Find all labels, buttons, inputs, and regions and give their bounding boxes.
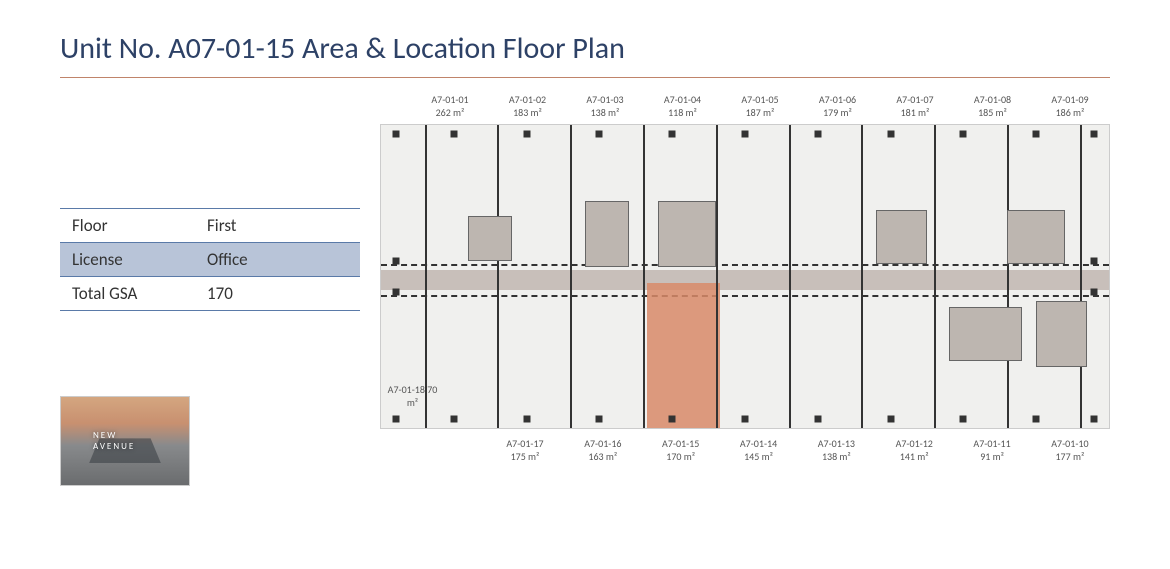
- unit-label: A7-01-03138 m²: [570, 93, 640, 119]
- column-mark: [1033, 131, 1040, 138]
- unit-label: A7-01-05187 m²: [725, 93, 795, 119]
- room-block: [658, 201, 716, 268]
- wall-divider: [497, 125, 499, 428]
- wall-divider: [861, 125, 863, 428]
- page-title: Unit No. A07-01-15 Area & Location Floor…: [60, 30, 1110, 67]
- room-block: [1036, 301, 1087, 368]
- wall-divider: [643, 125, 645, 428]
- column-mark: [596, 415, 603, 422]
- room-block: [468, 216, 512, 261]
- column-mark: [742, 131, 749, 138]
- info-label: License: [60, 243, 195, 277]
- building-thumbnail: NEW AVENUE: [60, 396, 190, 486]
- unit-label: A7-01-16163 m²: [568, 437, 638, 463]
- highlighted-unit: [647, 283, 720, 428]
- column-mark: [669, 131, 676, 138]
- column-mark: [814, 415, 821, 422]
- wall-divider: [789, 125, 791, 428]
- unit-label: A7-01-10177 m²: [1035, 437, 1105, 463]
- column-mark: [960, 415, 967, 422]
- column-mark: [669, 415, 676, 422]
- unit-label: A7-01-17175 m²: [490, 437, 560, 463]
- column-mark: [392, 131, 399, 138]
- title-divider: [60, 77, 1110, 78]
- unit-labels-top: A7-01-01262 m² A7-01-02183 m² A7-01-03138 …: [380, 93, 1110, 124]
- wall-divider: [570, 125, 572, 428]
- column-mark: [1091, 288, 1098, 295]
- unit-label: A7-01-07181 m²: [880, 93, 950, 119]
- column-mark: [1091, 415, 1098, 422]
- room-block: [876, 210, 927, 265]
- info-label: Floor: [60, 209, 195, 243]
- unit-label-side: A7-01-18 70 m²: [385, 383, 440, 409]
- info-value: 170: [195, 277, 360, 311]
- info-row: LicenseOffice: [60, 243, 360, 277]
- column-mark: [1091, 258, 1098, 265]
- info-label: Total GSA: [60, 277, 195, 311]
- column-mark: [523, 415, 530, 422]
- wall-divider: [934, 125, 936, 428]
- corridor: [381, 270, 1109, 290]
- wall-divider: [1007, 125, 1009, 428]
- column-mark: [392, 415, 399, 422]
- column-mark: [523, 131, 530, 138]
- column-mark: [814, 131, 821, 138]
- unit-label: A7-01-15170 m²: [646, 437, 716, 463]
- column-mark: [392, 258, 399, 265]
- room-block: [1007, 210, 1065, 265]
- unit-label: A7-01-09186 m²: [1035, 93, 1105, 119]
- unit-label: A7-01-08185 m²: [958, 93, 1028, 119]
- unit-label: A7-01-1191 m²: [957, 437, 1027, 463]
- column-mark: [742, 415, 749, 422]
- column-mark: [960, 131, 967, 138]
- info-row: FloorFirst: [60, 209, 360, 243]
- unit-label: A7-01-01262 m²: [415, 93, 485, 119]
- column-mark: [887, 415, 894, 422]
- column-mark: [596, 131, 603, 138]
- unit-label: A7-01-02183 m²: [493, 93, 563, 119]
- unit-label: A7-01-14145 m²: [724, 437, 794, 463]
- thumbnail-label: NEW AVENUE: [93, 430, 157, 452]
- unit-label: A7-01-13138 m²: [801, 437, 871, 463]
- room-block: [949, 307, 1022, 362]
- column-mark: [450, 415, 457, 422]
- room-block: [585, 201, 629, 268]
- info-row: Total GSA170: [60, 277, 360, 311]
- column-mark: [392, 288, 399, 295]
- wall-divider: [1080, 125, 1082, 428]
- floorplan-diagram: [380, 124, 1110, 429]
- column-mark: [887, 131, 894, 138]
- unit-label: A7-01-06179 m²: [803, 93, 873, 119]
- info-value: Office: [195, 243, 360, 277]
- info-value: First: [195, 209, 360, 243]
- column-mark: [450, 131, 457, 138]
- wall-divider: [716, 125, 718, 428]
- unit-label: A7-01-04118 m²: [648, 93, 718, 119]
- unit-label: A7-01-12141 m²: [879, 437, 949, 463]
- column-mark: [1033, 415, 1040, 422]
- info-table: FloorFirstLicenseOfficeTotal GSA170: [60, 208, 360, 311]
- column-mark: [1091, 131, 1098, 138]
- unit-labels-bottom: A7-01-17175 m² A7-01-16163 m² A7-01-15170 …: [380, 429, 1110, 463]
